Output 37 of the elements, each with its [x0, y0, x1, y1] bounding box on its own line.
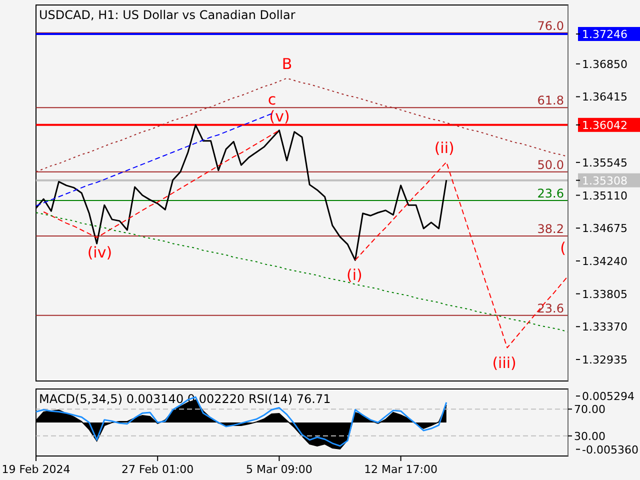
line-series: [36, 113, 272, 206]
x-tick-label: 5 Mar 09:00: [246, 463, 312, 476]
y-tick-label: 1.37246: [582, 28, 628, 41]
annotation: (iv): [87, 244, 112, 262]
y-tick-label: 1.35110: [582, 189, 628, 202]
annotation: 23.6: [537, 301, 564, 316]
chart-title: USDCAD, H1: US Dollar vs Canadian Dollar: [39, 8, 296, 22]
y-tick-label: -0.005360: [582, 443, 638, 456]
y2-tick-label: 70.00: [574, 403, 606, 416]
annotation: 61.8: [537, 94, 564, 108]
annotation: (i): [346, 266, 362, 284]
y-tick-label: 1.32935: [582, 353, 628, 366]
annotation: 50.0: [537, 158, 564, 172]
annotation: (: [560, 239, 566, 257]
y-tick-label: 1.34675: [582, 222, 628, 236]
x-tick-label: 19 Feb 2024: [2, 463, 70, 476]
annotation: (iii): [492, 354, 516, 372]
y-tick-label: 1.35545: [582, 156, 628, 170]
annotation: 23.6: [537, 186, 564, 201]
annotation: (v): [269, 107, 290, 126]
annotation: B: [282, 55, 292, 74]
x-tick-label: 27 Feb 01:00: [122, 463, 194, 476]
line-series: [43, 130, 280, 238]
y-tick-label: 1.36042: [582, 118, 628, 132]
y-tick-label: 1.36415: [582, 90, 628, 104]
y-tick-label: 1.35308: [582, 174, 628, 188]
y-tick-label: 0.005294: [582, 390, 634, 404]
y-tick-label: 1.36850: [582, 58, 628, 71]
y-tick-label: 1.33370: [582, 320, 628, 334]
annotation: 76.0: [537, 18, 564, 33]
annotation: (ii): [434, 139, 454, 158]
annotation: c: [268, 90, 276, 109]
y-tick-label: 1.34240: [582, 254, 628, 268]
y-tick-label: 1.33805: [582, 288, 628, 301]
annotation: 38.2: [537, 222, 564, 236]
x-tick-label: 12 Mar 17:00: [364, 463, 438, 476]
y2-tick-label: 30.00: [574, 430, 606, 443]
